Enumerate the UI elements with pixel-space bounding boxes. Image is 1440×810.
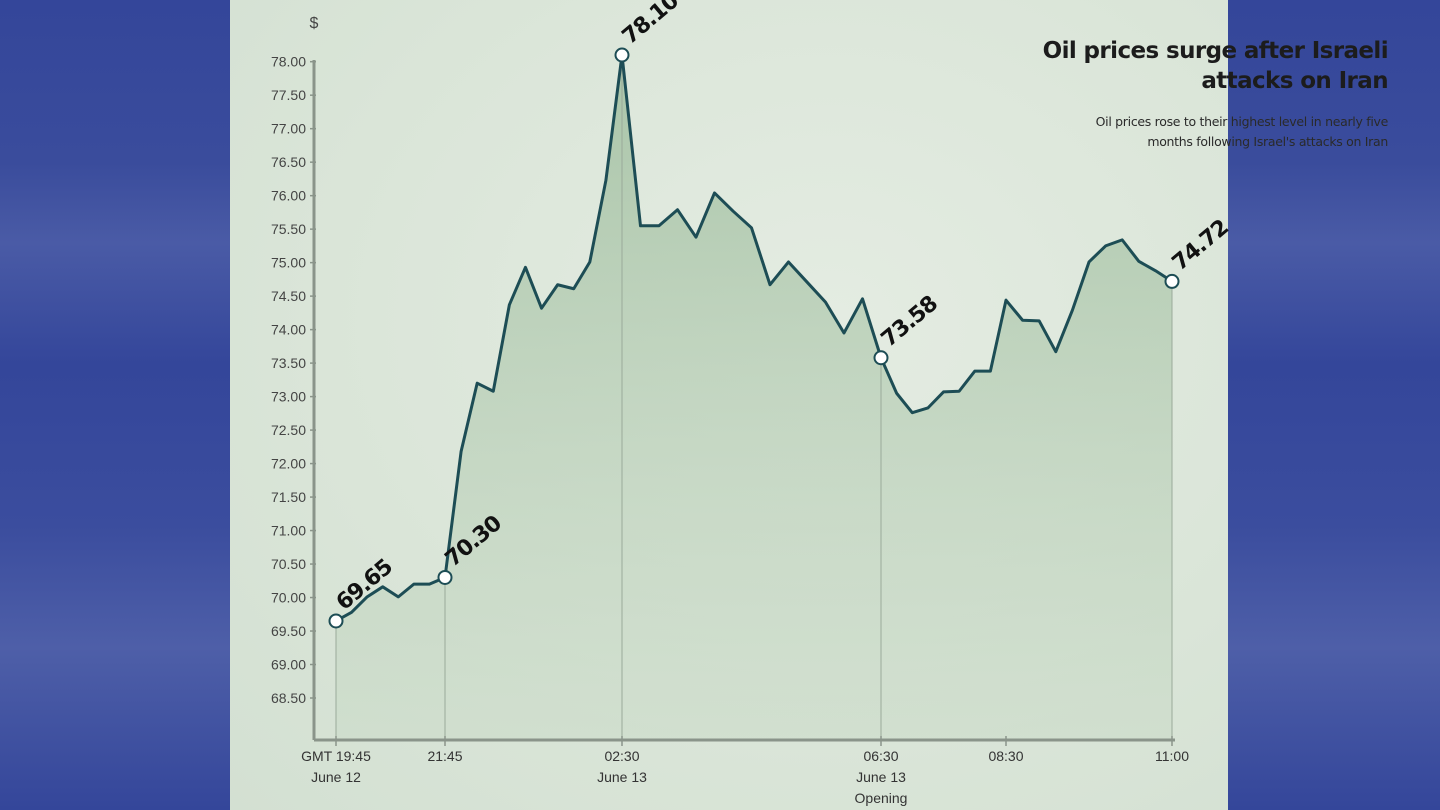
data-point-marker <box>437 569 453 585</box>
y-tick-label: 74.00 <box>271 322 306 338</box>
x-tick-label: 02:30 <box>604 748 639 764</box>
y-tick-label: 72.50 <box>271 422 306 438</box>
chart-title: Oil prices surge after Israeli attacks o… <box>1042 38 1389 94</box>
price-line <box>335 53 1173 623</box>
y-tick-label: 75.00 <box>271 255 306 271</box>
x-tick-label: GMT 19:45 <box>301 748 371 764</box>
y-tick-label: 77.00 <box>271 121 306 137</box>
y-tick-label: 76.00 <box>271 188 306 204</box>
y-tick-label: 69.00 <box>271 657 306 673</box>
data-label: 73.58 <box>877 292 943 353</box>
y-tick-label: 73.00 <box>271 389 306 405</box>
y-tick-label: 69.50 <box>271 623 306 639</box>
data-label: 78.10 <box>618 0 684 50</box>
data-point-marker <box>1164 273 1180 289</box>
y-tick-label: 71.50 <box>271 489 306 505</box>
y-tick-label: 74.50 <box>271 288 306 304</box>
x-tick-label: 08:30 <box>988 748 1023 764</box>
y-tick-label: 70.00 <box>271 590 306 606</box>
x-tick-label: June 12 <box>311 769 361 785</box>
data-point-marker <box>873 350 889 366</box>
x-tick-label: 06:30 <box>863 748 898 764</box>
y-axis-unit: $ <box>310 15 319 32</box>
x-tick-label: June 13 <box>597 769 647 785</box>
x-tick-label: 21:45 <box>427 748 462 764</box>
data-point-marker <box>328 613 344 629</box>
y-tick-label: 71.00 <box>271 523 306 539</box>
y-tick-label: 68.50 <box>271 690 306 706</box>
y-tick-label: 77.50 <box>271 87 306 103</box>
y-tick-label: 72.00 <box>271 456 306 472</box>
y-tick-label: 73.50 <box>271 355 306 371</box>
x-tick-label: Opening <box>855 790 908 806</box>
chart-subtitle: Oil prices rose to their highest level i… <box>1095 114 1389 149</box>
area-fill <box>336 55 1172 740</box>
y-tick-label: 76.50 <box>271 154 306 170</box>
x-tick-label: June 13 <box>856 769 906 785</box>
y-tick-label: 75.50 <box>271 221 306 237</box>
y-tick-label: 70.50 <box>271 556 306 572</box>
x-tick-label: 11:00 <box>1155 748 1189 764</box>
y-tick-label: 78.00 <box>271 54 306 70</box>
data-point-marker <box>614 47 630 63</box>
data-label: 74.72 <box>1168 215 1234 276</box>
